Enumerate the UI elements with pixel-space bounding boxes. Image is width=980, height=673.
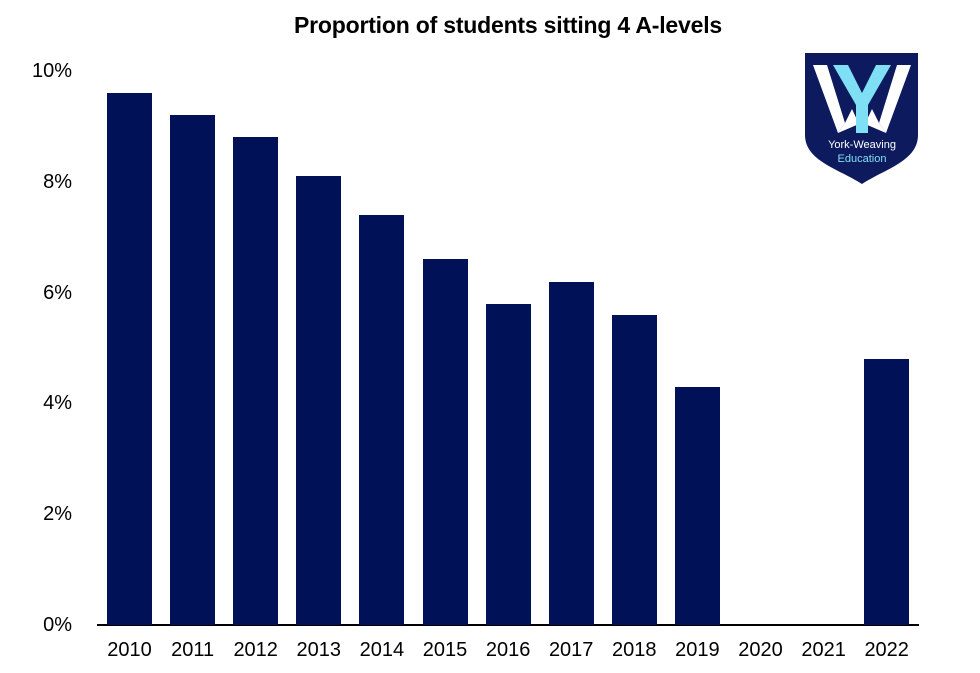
x-tick-label: 2022	[864, 639, 909, 661]
bar-2014	[359, 215, 405, 625]
bar-2015	[422, 259, 468, 625]
y-tick-label: 4%	[43, 392, 72, 415]
y-tick-label: 8%	[43, 170, 72, 193]
x-tick-label: 2011	[171, 639, 215, 661]
w-letter-right	[879, 65, 911, 133]
bar-2016	[485, 303, 531, 625]
logo-line2: Education	[838, 153, 887, 165]
x-tick-label: 2018	[612, 639, 657, 661]
york-weaving-logo: York-Weaving Education	[805, 53, 918, 184]
bar-2013	[296, 176, 342, 625]
x-tick-label: 2016	[485, 639, 531, 661]
bar-2011	[170, 115, 216, 625]
y-letter	[833, 65, 891, 133]
bar-2010	[107, 93, 152, 625]
bar-2017	[548, 281, 594, 625]
logo-line1: York-Weaving	[828, 139, 896, 151]
x-tick-label: 2015	[422, 639, 468, 661]
y-tick-label: 10%	[31, 60, 72, 82]
x-tick-label: 2012	[233, 639, 278, 661]
x-tick-label: 2013	[296, 639, 342, 661]
x-tick-label: 2020	[738, 639, 783, 661]
x-axis-line	[97, 624, 919, 626]
bar-2018	[611, 314, 657, 625]
x-tick-label: 2014	[359, 639, 405, 661]
x-tick-label: 2021	[801, 639, 846, 661]
bar-2012	[233, 137, 279, 625]
bar-2022	[864, 359, 910, 625]
bar-2019	[674, 386, 720, 625]
y-tick-label: 2%	[43, 503, 72, 526]
x-tick-label: 2019	[675, 639, 720, 661]
chart-title: Proportion of students sitting 4 A-level…	[294, 12, 722, 38]
w-letter-left	[813, 65, 845, 133]
x-tick-label: 2017	[548, 639, 594, 661]
y-tick-label: 6%	[43, 281, 72, 304]
y-tick-label: 0%	[43, 614, 72, 636]
x-tick-label: 2010	[107, 639, 152, 661]
